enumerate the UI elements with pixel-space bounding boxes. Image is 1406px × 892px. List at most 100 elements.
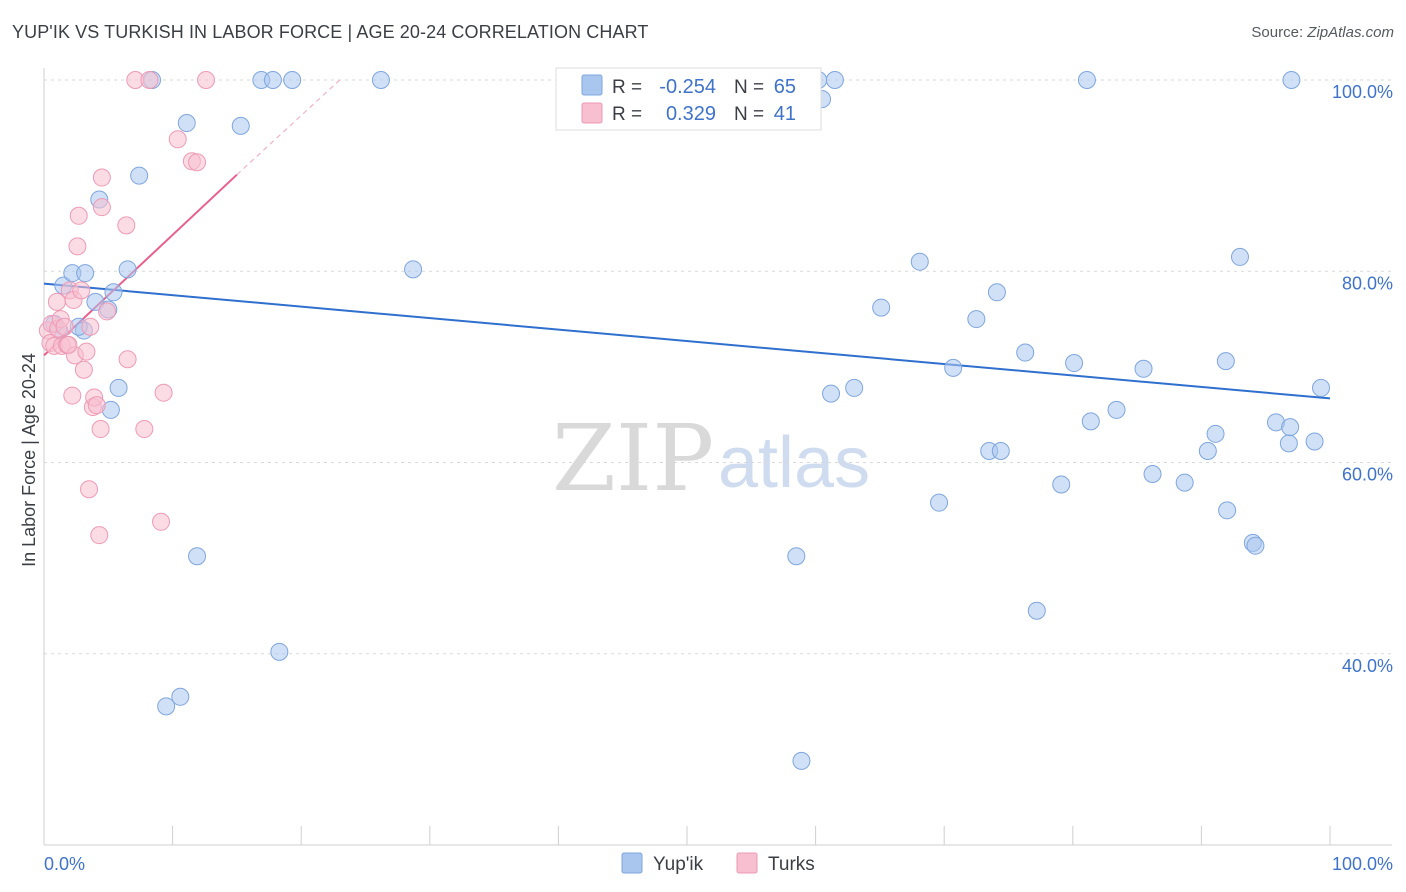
yupik-point (1216, 352, 1235, 371)
yupik-point (371, 71, 390, 89)
yupik-point (1311, 378, 1330, 397)
legend-r-turks: 0.329 (666, 103, 716, 125)
yupik-point (1206, 424, 1225, 443)
y-tick-label: 80.0% (1342, 273, 1393, 293)
source-label: Source: (1251, 24, 1308, 41)
legend-r-label: R = (612, 77, 642, 98)
source-site: ZipAtlas.com (1307, 24, 1394, 41)
turks-point (55, 317, 74, 336)
yupik-point (231, 116, 250, 135)
yupik-point (177, 114, 196, 133)
yupik-point (1175, 473, 1194, 492)
yupik-point (845, 378, 864, 397)
yupik-point (1246, 536, 1265, 555)
turks-point (59, 335, 78, 354)
yupik-point (1230, 247, 1249, 266)
yupik-point (1143, 464, 1162, 483)
yupik-point (1305, 432, 1324, 451)
yupik-point (157, 697, 176, 716)
yupik-point (109, 378, 128, 397)
yupik-point (1281, 418, 1300, 437)
yupik-point (825, 71, 844, 89)
yupik-point (1279, 434, 1298, 453)
turks-point (80, 480, 99, 499)
y-axis-label: In Labor Force | Age 20-24 (19, 353, 39, 567)
turks-point (92, 168, 111, 187)
turks-point (74, 360, 93, 379)
yupik-trend-line (43, 282, 1331, 400)
yupik-point (283, 71, 302, 89)
turks-point (188, 153, 207, 172)
turks-point (168, 130, 187, 149)
yupik-point (1077, 71, 1096, 89)
yupik-point (991, 442, 1010, 461)
bottom-legend-swatch-turks (736, 852, 758, 874)
chart-title: YUP'IK VS TURKISH IN LABOR FORCE | AGE 2… (12, 22, 649, 42)
x-tick-label-max: 100.0% (1332, 854, 1393, 874)
yupik-point (944, 358, 963, 377)
turks-point (98, 302, 117, 321)
yupik-point (76, 264, 95, 283)
y-tick-labels: 40.0% 60.0% 80.0% 100.0% (1332, 82, 1393, 676)
yupik-point (1134, 359, 1153, 378)
turks-point (68, 237, 87, 256)
turks-point (152, 512, 171, 531)
yupik-point (104, 283, 123, 302)
turks-point (154, 383, 173, 402)
turks-point (90, 526, 109, 545)
turks-point (91, 420, 110, 439)
turks-point (63, 386, 82, 405)
watermark-zip: ZIP (552, 405, 714, 512)
yupik-point (930, 493, 949, 512)
y-tick-label: 40.0% (1342, 656, 1393, 676)
bottom-legend-turks: Turks (768, 854, 815, 875)
turks-point (197, 71, 216, 89)
turks-point (81, 317, 100, 336)
yupik-point (792, 751, 811, 770)
yupik-point (1282, 71, 1301, 89)
yupik-point (263, 71, 282, 89)
yupik-point (1218, 501, 1237, 520)
yupik-point (987, 283, 1006, 302)
legend-n-label: N = (734, 77, 764, 98)
axes (43, 68, 1392, 846)
yupik-point (171, 687, 190, 706)
legend-swatch-turks (581, 102, 603, 124)
turks-point (69, 206, 88, 225)
yupik-point (967, 310, 986, 329)
yupik-point (910, 252, 929, 271)
series-yupik-points (45, 71, 1330, 770)
series-legend: Yup'ik Turks (621, 852, 815, 875)
legend-swatch-yupik (581, 74, 603, 96)
yupik-point (1198, 442, 1217, 461)
yupik-point (787, 547, 806, 566)
legend-r-yupik: -0.254 (659, 76, 716, 98)
bottom-legend-swatch-yupik (621, 852, 643, 874)
turks-point (92, 198, 111, 217)
yupik-point (1052, 475, 1071, 494)
turks-point (72, 281, 91, 300)
y-tick-label: 60.0% (1342, 465, 1393, 485)
legend-n-label: N = (734, 104, 764, 125)
bottom-legend-yupik: Yup'ik (653, 854, 704, 875)
turks-trend-extension (236, 79, 341, 176)
series-turks-points (38, 71, 216, 545)
turks-point (87, 396, 106, 415)
yupik-point (822, 384, 841, 403)
legend-r-label: R = (612, 104, 642, 125)
yupik-point (1016, 343, 1035, 362)
yupik-point (270, 642, 289, 661)
legend-n-turks: 41 (774, 103, 796, 125)
turks-point (77, 342, 96, 361)
yupik-point (118, 260, 137, 279)
yupik-point (130, 166, 149, 185)
source-credit: Source: ZipAtlas.com (1251, 24, 1394, 41)
correlation-legend: R = -0.254 N = 65 R = 0.329 N = 41 (555, 67, 822, 131)
yupik-point (404, 260, 423, 279)
yupik-point (1107, 400, 1126, 419)
yupik-point (1065, 354, 1084, 373)
legend-n-yupik: 65 (774, 76, 796, 98)
yupik-point (188, 547, 207, 566)
yupik-point (1081, 412, 1100, 431)
